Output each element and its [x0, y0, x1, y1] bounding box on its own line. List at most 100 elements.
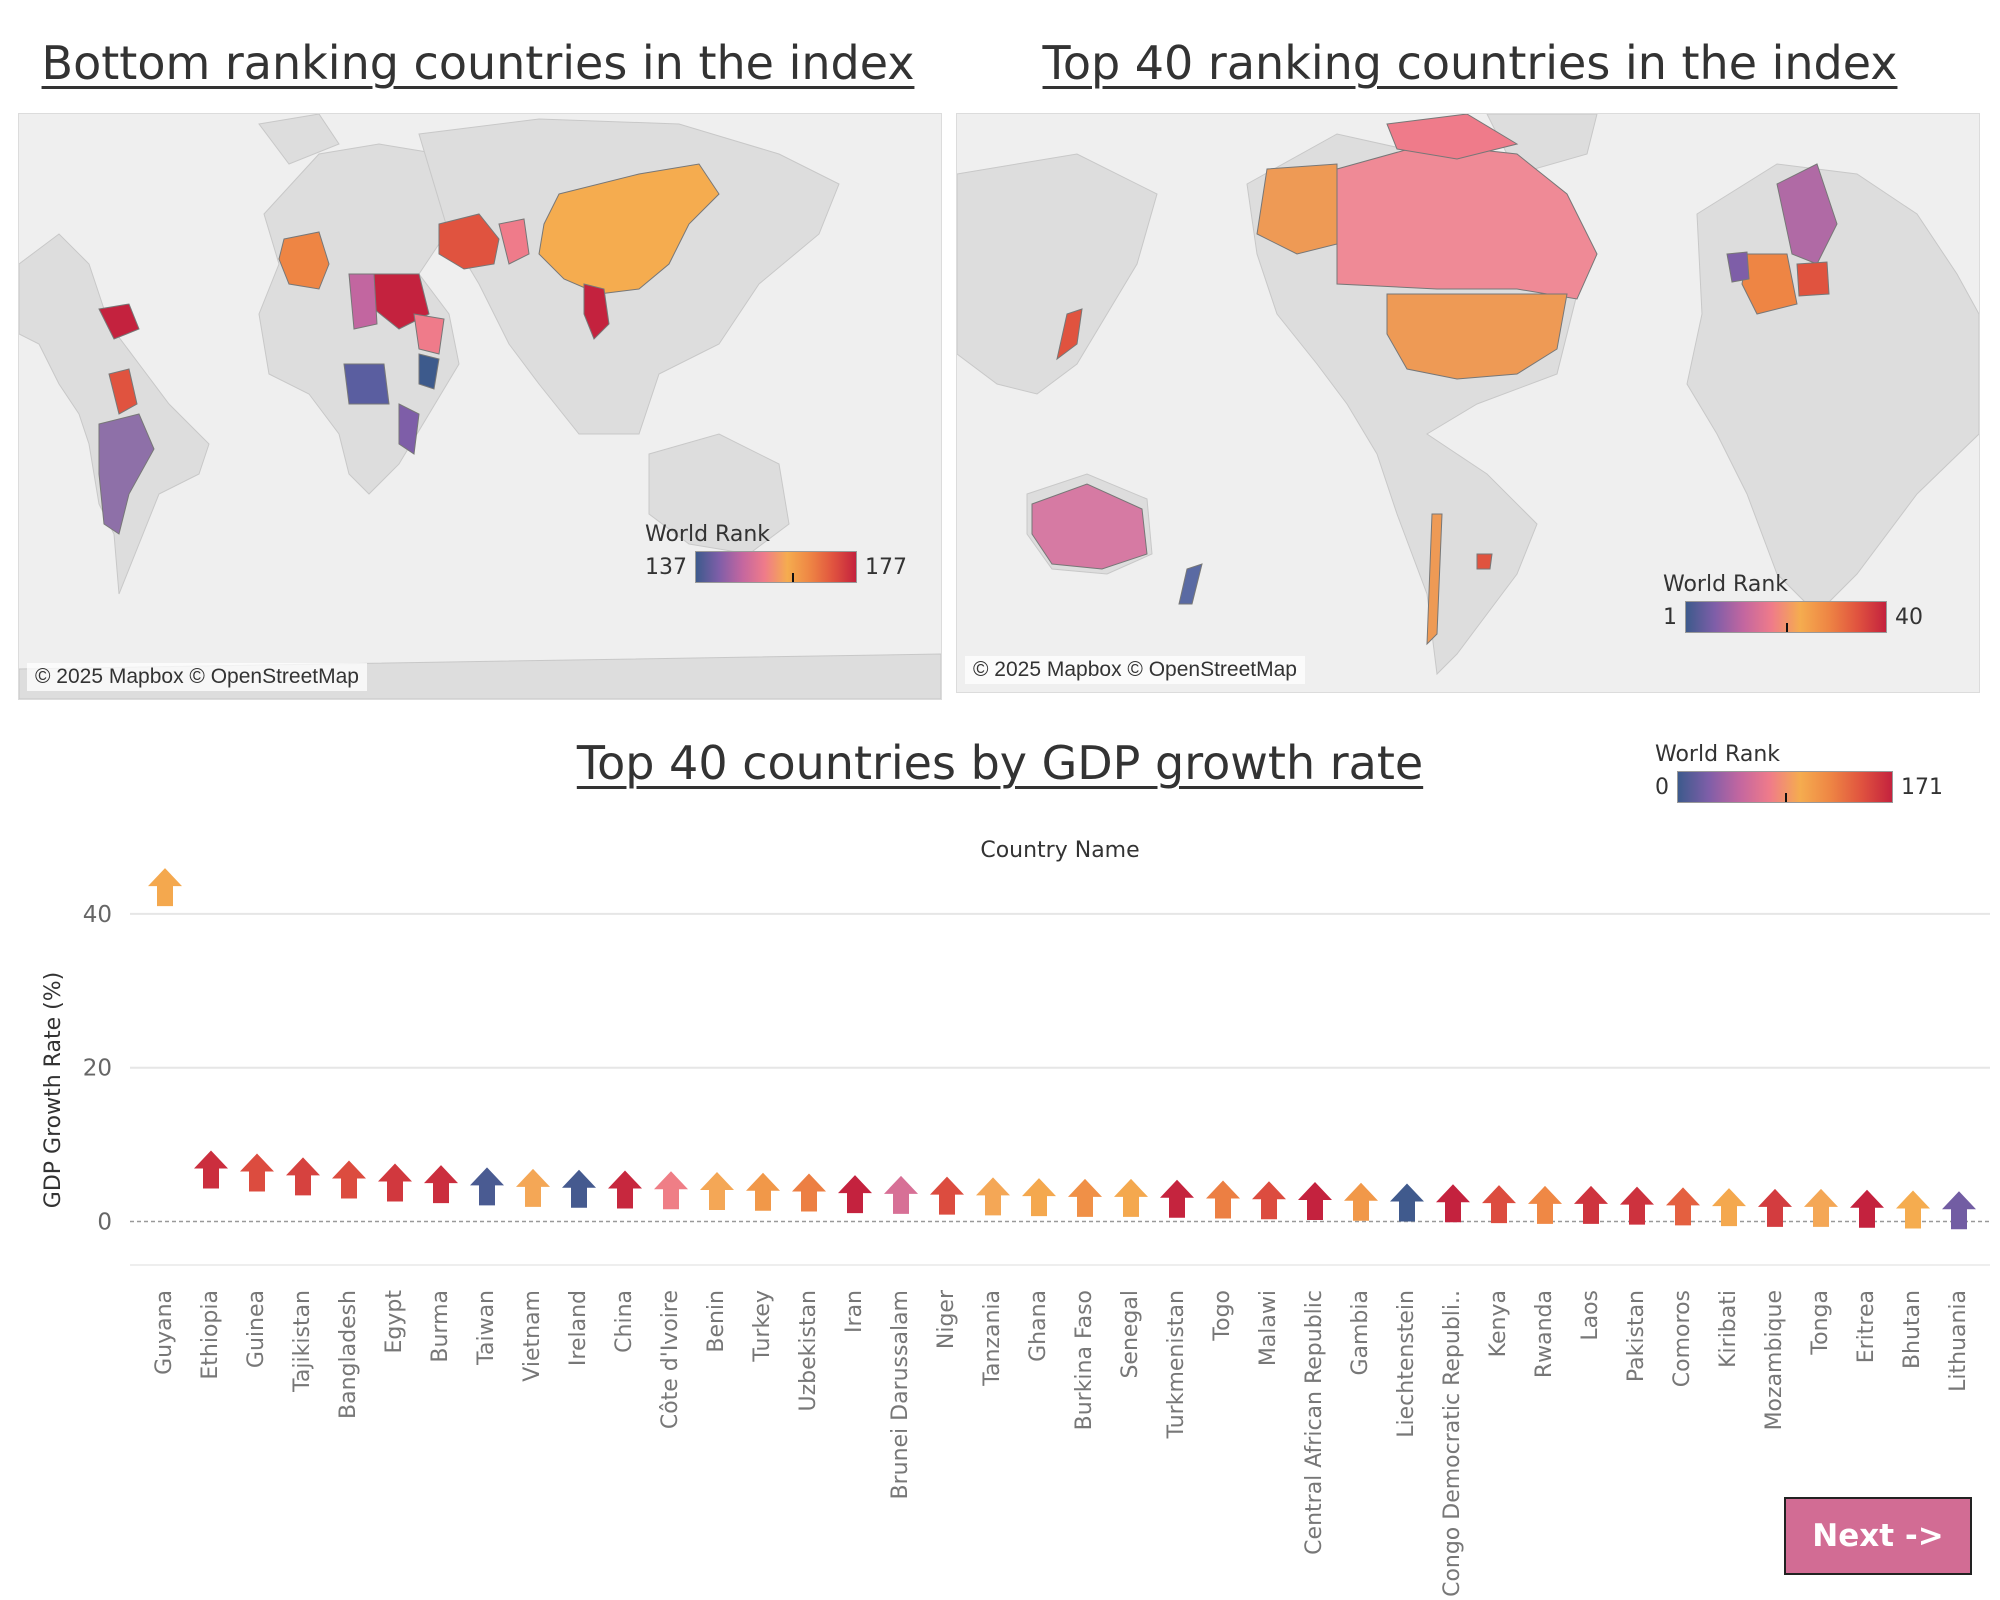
x-tick-label: Comoros — [1670, 1290, 1695, 1387]
arrow-mark — [1896, 1190, 1930, 1229]
legend-min: 1 — [1663, 604, 1677, 630]
arrow-mark — [424, 1165, 458, 1204]
country-china — [538, 163, 720, 295]
top-map-title: Top 40 ranking countries in the index — [1042, 36, 1898, 90]
arrow-mark — [1620, 1186, 1654, 1225]
country-australia — [1031, 483, 1148, 570]
country-peru — [108, 368, 138, 415]
country-venezuela — [98, 303, 140, 340]
country-scandinavia — [1776, 163, 1838, 265]
bottom-ranking-map[interactable]: © 2025 Mapbox © OpenStreetMap World Rank… — [18, 113, 942, 700]
country-new-zealand — [1178, 563, 1203, 605]
arrow-mark — [194, 1150, 228, 1189]
x-tick-label: Pakistan — [1624, 1290, 1649, 1382]
x-tick-label: Rwanda — [1532, 1290, 1557, 1378]
y-tick-label: 0 — [97, 1210, 112, 1236]
arrow-mark — [1160, 1179, 1194, 1218]
country-kenya — [418, 353, 440, 390]
country-chile — [1426, 513, 1443, 646]
arrow-mark — [746, 1172, 780, 1211]
x-tick-label: Bhutan — [1900, 1290, 1925, 1369]
country-poland — [1796, 261, 1830, 297]
arrow-mark — [838, 1175, 872, 1214]
country-mozambique — [398, 403, 420, 455]
arrow-mark — [1804, 1188, 1838, 1227]
arrow-mark — [470, 1167, 504, 1206]
x-tick-label: Mozambique — [1762, 1290, 1787, 1430]
arrow-mark — [378, 1163, 412, 1202]
legend-marker — [1785, 793, 1787, 802]
legend-max: 177 — [865, 554, 907, 580]
x-tick-label: Togo — [1210, 1290, 1235, 1342]
x-tick-label: Eritrea — [1854, 1290, 1879, 1363]
legend-color-ramp — [1685, 601, 1887, 633]
x-tick-label: Senegal — [1118, 1290, 1143, 1379]
arrow-mark — [608, 1170, 642, 1209]
arrow-mark — [516, 1168, 550, 1207]
x-tick-label: Brunei Darussalam — [888, 1290, 913, 1500]
x-tick-label: Gambia — [1348, 1290, 1373, 1376]
y-tick-label: 40 — [83, 902, 112, 928]
arrow-mark — [1114, 1178, 1148, 1217]
country-ethiopia — [413, 313, 445, 355]
x-tick-label: Kiribati — [1716, 1290, 1741, 1368]
x-axis-title: Country Name — [980, 840, 1139, 863]
country-canada-arctic — [1386, 114, 1519, 160]
country-argentina — [98, 413, 155, 535]
arrow-mark — [1022, 1178, 1056, 1217]
arrow-mark — [976, 1177, 1010, 1216]
bottom-map-attribution[interactable]: © 2025 Mapbox © OpenStreetMap — [27, 663, 367, 691]
arrow-mark — [1206, 1180, 1240, 1219]
arrow-mark — [1068, 1178, 1102, 1217]
country-uk — [1726, 251, 1750, 283]
legend-marker — [792, 573, 794, 582]
x-tick-label: Guyana — [152, 1290, 177, 1375]
country-alaska — [1256, 163, 1338, 255]
next-button[interactable]: Next -> — [1784, 1497, 1972, 1575]
arrow-mark — [148, 868, 182, 907]
arrow-mark — [1298, 1182, 1332, 1220]
arrow-mark — [1942, 1191, 1976, 1230]
top-map-attribution[interactable]: © 2025 Mapbox © OpenStreetMap — [965, 656, 1305, 684]
x-tick-label: Bangladesh — [336, 1290, 361, 1419]
x-tick-label: Liechtenstein — [1394, 1290, 1419, 1438]
arrow-mark — [562, 1169, 596, 1208]
country-myanmar — [583, 283, 610, 340]
arrow-mark — [1712, 1188, 1746, 1227]
bottom-map-canvas — [19, 114, 941, 699]
x-tick-label: Congo Democratic Republi.. — [1440, 1290, 1465, 1597]
x-tick-label: Taiwan — [474, 1290, 499, 1366]
country-chad — [348, 273, 378, 330]
x-tick-label: Ireland — [566, 1290, 591, 1366]
x-tick-label: Kenya — [1486, 1290, 1511, 1357]
x-tick-label: Côte d'Ivoire — [658, 1290, 683, 1429]
x-tick-label: Uzbekistan — [796, 1290, 821, 1412]
x-tick-label: China — [612, 1290, 637, 1353]
arrow-mark — [1436, 1184, 1470, 1223]
x-tick-label: Ethiopia — [198, 1290, 223, 1380]
x-tick-label: Tonga — [1808, 1290, 1833, 1356]
arrow-mark — [930, 1176, 964, 1215]
arrow-mark — [884, 1175, 918, 1214]
top-ranking-map[interactable]: © 2025 Mapbox © OpenStreetMap World Rank… — [956, 113, 1980, 693]
legend-min: 0 — [1655, 774, 1669, 800]
arrow-mark — [1482, 1185, 1516, 1224]
legend-title: World Rank — [1663, 572, 1789, 597]
arrow-mark — [1574, 1185, 1608, 1224]
country-canada — [1336, 143, 1598, 300]
x-tick-label: Tajikistan — [290, 1290, 315, 1393]
legend-title: World Rank — [1655, 742, 1781, 767]
x-tick-label: Malawi — [1256, 1290, 1281, 1366]
country-pakistan — [498, 218, 530, 265]
arrow-mark — [654, 1171, 688, 1210]
x-tick-label: Laos — [1578, 1290, 1603, 1341]
x-tick-label: Burkina Faso — [1072, 1290, 1097, 1430]
arrow-mark — [286, 1157, 320, 1196]
arrow-mark — [1666, 1187, 1700, 1226]
arrow-mark — [1758, 1188, 1792, 1227]
arrow-mark — [700, 1172, 734, 1210]
legend-color-ramp — [695, 551, 857, 583]
country-algeria — [278, 231, 330, 290]
x-tick-label: Benin — [704, 1290, 729, 1353]
chart-legend: World Rank 0 171 — [1655, 742, 1943, 803]
